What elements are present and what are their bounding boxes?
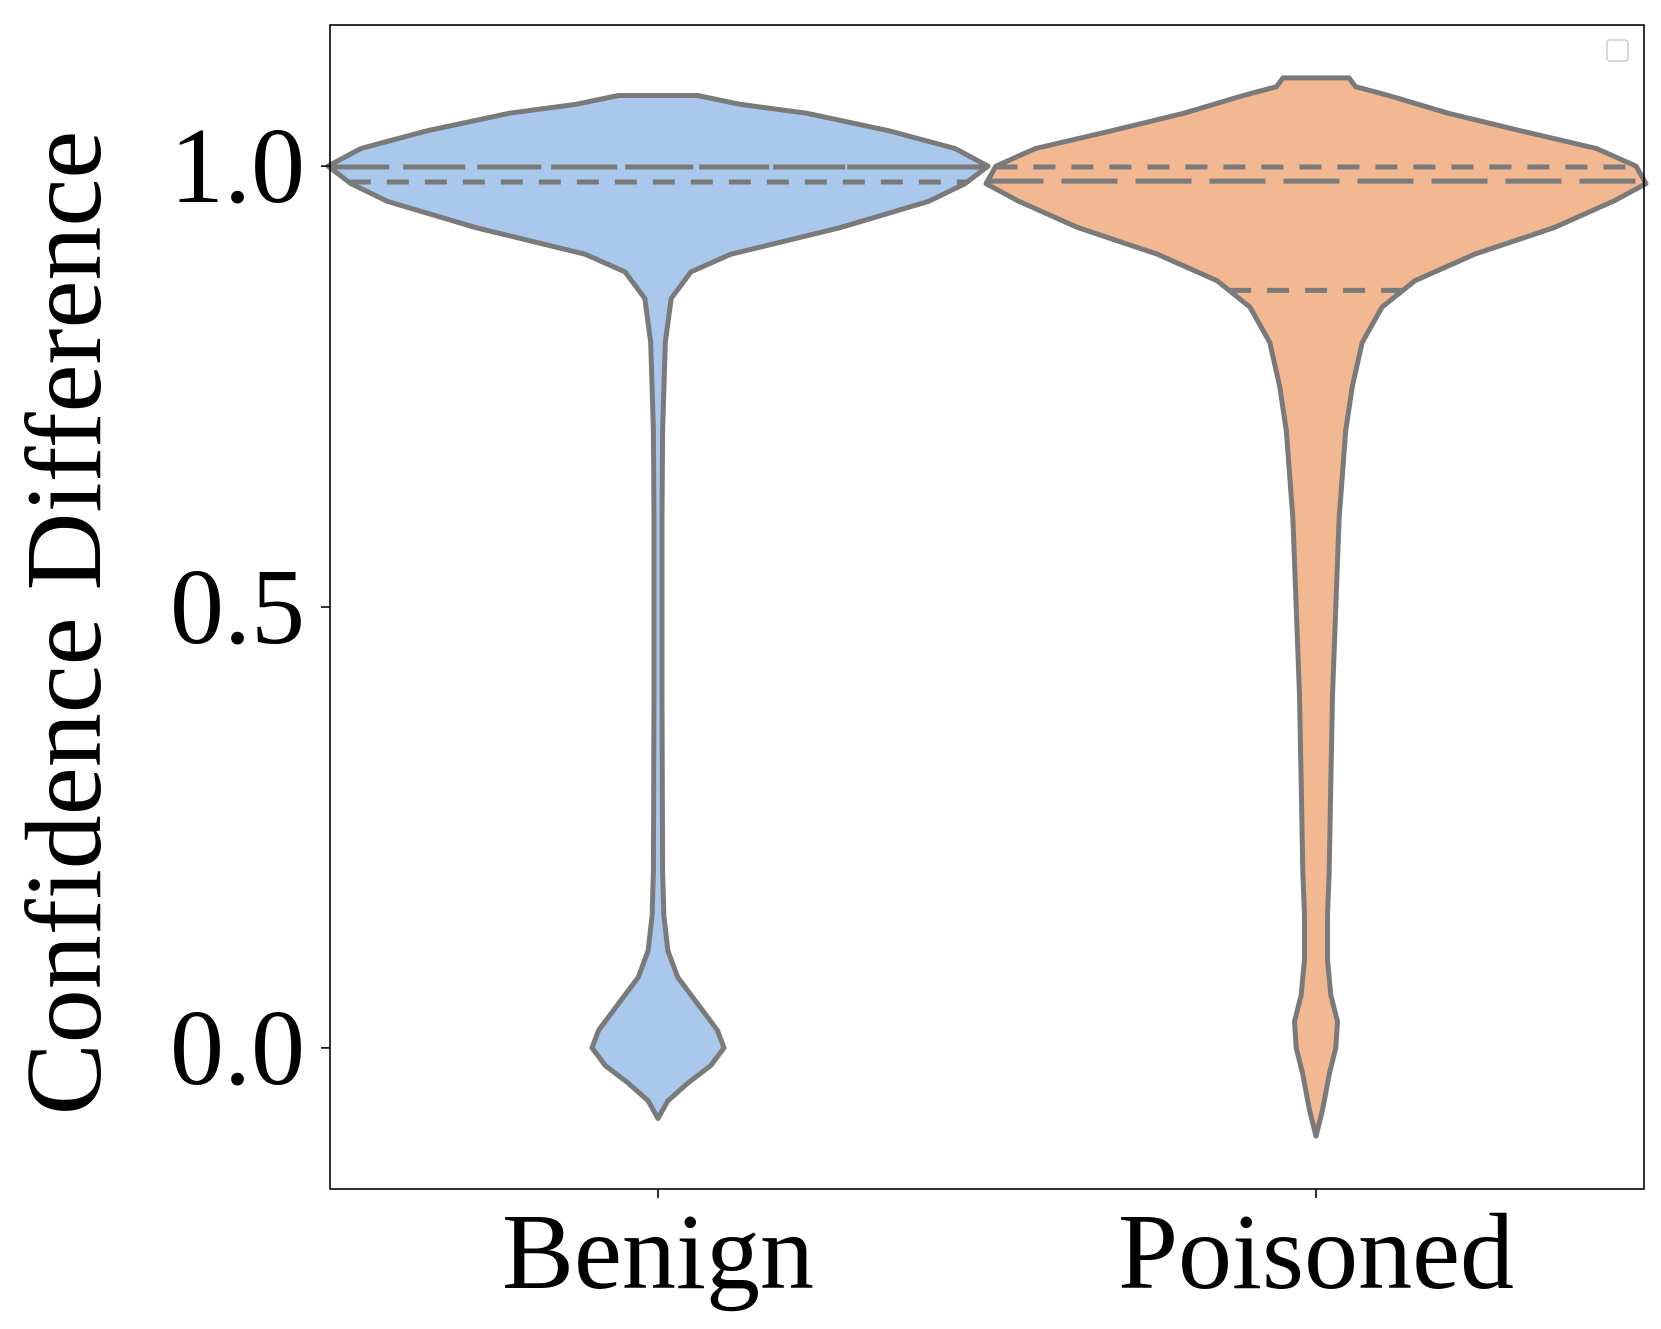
legend-box: [1606, 39, 1629, 62]
y-tick-label-1.0: 1.0: [170, 107, 305, 226]
y-tick-label-0.5: 0.5: [170, 548, 305, 667]
y-tick-label-0.0: 0.0: [170, 989, 305, 1108]
y-axis: 0.0 0.5 1.0: [170, 107, 330, 1108]
quartile-lines-layer: [329, 164, 1645, 293]
y-axis-label: Confidence Difference: [5, 131, 124, 1116]
x-tick-label-poisoned: Poisoned: [1118, 1193, 1514, 1312]
violins-layer: [325, 75, 1649, 1139]
x-axis: Benign Poisoned: [502, 1189, 1514, 1312]
x-tick-label-benign: Benign: [502, 1193, 814, 1312]
violin-benign: [325, 93, 991, 1121]
violin-poisoned: [983, 75, 1649, 1139]
